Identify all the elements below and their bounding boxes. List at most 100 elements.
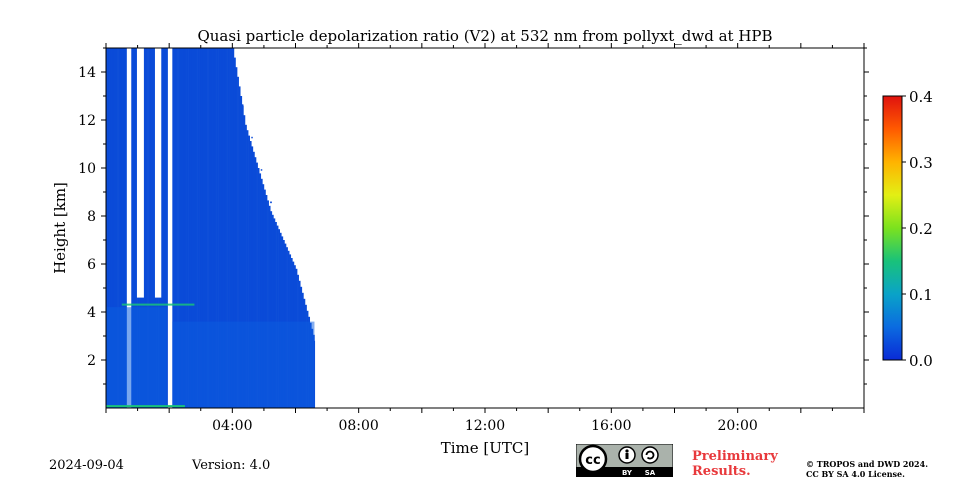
preliminary-line-1: Preliminary [692, 449, 778, 464]
heatmap-column-57 [205, 48, 208, 408]
heatmap-column-6 [115, 48, 118, 408]
heatmap-column-61 [211, 48, 214, 408]
heatmap-column-89 [256, 162, 258, 408]
heatmap-column-88 [254, 157, 257, 408]
heatmap-speckle-50 [279, 234, 282, 236]
y-tick-label-5: 12 [78, 113, 96, 129]
heatmap-column-42 [181, 48, 184, 408]
heatmap-column-10 [121, 48, 124, 408]
heatmap-column-60 [210, 48, 213, 408]
heatmap-column-38 [175, 48, 178, 408]
heatmap-column-91 [259, 173, 262, 408]
heatmap-column-68 [222, 48, 225, 408]
colorbar-axis: 0.0 0.1 0.2 0.3 0.4 [902, 88, 933, 370]
heatmap-column-5 [113, 48, 116, 408]
heatmap-speckle-60 [251, 136, 253, 139]
heatmap-column-97 [268, 205, 271, 408]
cc-by-sa-license-icon: cc BY SA [576, 444, 673, 477]
heatmap-column-25 [150, 48, 153, 408]
heatmap-column-58 [207, 48, 209, 408]
heatmap-column-49 [192, 48, 195, 408]
boundary-layer-band-1 [106, 307, 167, 408]
heatmap-column-81 [243, 115, 246, 408]
heatmap-column-21 [143, 48, 146, 408]
copyright-line-1: © TROPOS and DWD 2024. [806, 459, 928, 469]
heatmap-column-39 [177, 48, 179, 408]
heatmap-column-76 [235, 67, 238, 408]
copyright-line-2: CC BY SA 4.0 License. [806, 469, 905, 479]
heatmap-column-50 [194, 48, 197, 408]
preliminary-results-note: Preliminary Results. [692, 449, 778, 479]
heatmap-column-52 [197, 48, 200, 408]
heatmap-column-101 [274, 222, 277, 408]
heatmap-column-53 [199, 48, 202, 408]
boundary-layer-band-2 [172, 321, 315, 408]
heatmap-column-66 [219, 48, 222, 408]
heatmap-column-70 [226, 48, 228, 408]
heatmap-column-3 [110, 48, 113, 408]
heatmap-column-35 [166, 48, 168, 408]
heatmap-column-4 [112, 48, 115, 408]
heatmap-column-47 [189, 48, 192, 408]
heatmap-column-126 [314, 340, 316, 408]
heatmap-column-84 [248, 135, 251, 408]
heatmap-column-23 [147, 48, 149, 408]
heatmap-column-87 [252, 151, 255, 409]
heatmap-column-11 [123, 48, 126, 408]
footer-date: 2024-09-04 [49, 458, 124, 473]
aerosol-layer-line [121, 303, 195, 306]
heatmap-column-93 [262, 184, 265, 408]
by-badge-text: BY [622, 469, 633, 477]
heatmap-column-26 [151, 48, 154, 408]
heatmap-column-15 [134, 48, 137, 408]
heatmap-column-24 [148, 48, 151, 408]
heatmap-column-7 [117, 48, 119, 408]
heatmap-column-55 [202, 48, 205, 408]
y-axis-label: Height [km] [51, 182, 69, 274]
copyright-note: © TROPOS and DWD 2024. CC BY SA 4.0 Lice… [806, 459, 928, 479]
heatmap-column-102 [276, 225, 279, 408]
heatmap-column-69 [224, 48, 227, 408]
ground-line [106, 405, 185, 408]
heatmap-column-43 [183, 48, 186, 408]
heatmap-column-13 [131, 48, 134, 408]
heatmap-column-62 [213, 48, 216, 408]
heatmap-column-85 [249, 141, 252, 408]
heatmap-column-12 [124, 48, 127, 408]
colorbar-tick-label-0: 0.0 [909, 352, 933, 370]
heatmap-column-75 [233, 57, 236, 408]
heatmap-speckle-130 [241, 104, 244, 106]
heatmap-column-46 [188, 48, 190, 408]
heatmap-column-8 [118, 48, 121, 408]
heatmap-column-36 [172, 48, 175, 408]
heatmap-column-48 [191, 48, 194, 408]
heatmap-gap-streak-2 [154, 48, 162, 298]
heatmap-column-16 [136, 48, 138, 408]
heatmap-column-64 [216, 48, 219, 408]
heatmap-column-78 [238, 86, 241, 409]
chart-title: Quasi particle depolarization ratio (V2)… [197, 27, 772, 45]
colorbar [882, 95, 903, 361]
heatmap-column-59 [208, 48, 211, 408]
footer-version: Version: 4.0 [192, 458, 271, 473]
colorbar-tick-label-4: 0.4 [909, 88, 933, 106]
heatmap-column-9 [120, 48, 123, 408]
x-axis: 04:00 08:00 12:00 16:00 20:00 [105, 43, 865, 434]
heatmap-column-45 [186, 48, 189, 408]
colorbar-tick-label-1: 0.1 [909, 286, 933, 304]
heatmap-column-44 [184, 48, 187, 408]
heatmap-column-83 [246, 130, 249, 408]
x-tick-label-2: 12:00 [465, 418, 505, 434]
y-tick-label-1: 4 [87, 305, 96, 321]
heatmap-column-34 [164, 48, 167, 408]
heatmap-column-71 [227, 48, 230, 408]
heatmap-column-99 [271, 214, 274, 408]
heatmap-column-51 [196, 48, 198, 408]
sa-badge-text: SA [645, 469, 656, 477]
heatmap-column-37 [173, 48, 176, 408]
heatmap-column-77 [237, 76, 239, 409]
heatmap-column-0 [106, 48, 108, 408]
heatmap-column-80 [241, 105, 244, 408]
y-tick-label-6: 14 [78, 65, 96, 81]
